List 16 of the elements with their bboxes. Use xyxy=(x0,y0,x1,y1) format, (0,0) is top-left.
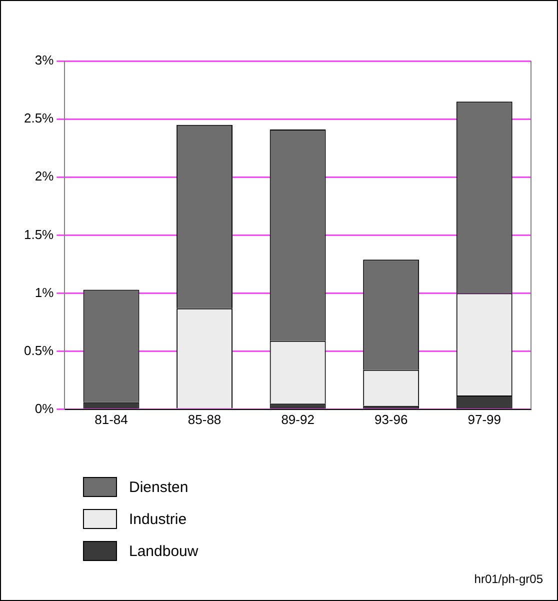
x-tick-label: 97-99 xyxy=(468,412,501,427)
text: hr01/ph-gr05 xyxy=(474,572,543,586)
legend-label: Landbouw xyxy=(129,542,198,560)
y-tick-label: 2.5% xyxy=(24,110,54,126)
legend-label: Diensten xyxy=(129,478,188,496)
y-tick-label: 3% xyxy=(34,52,54,68)
y-tick-label: 2% xyxy=(34,168,54,184)
x-tick-label: 93-96 xyxy=(374,412,408,427)
y-tick-label: 0% xyxy=(34,400,54,416)
y-tick-label: 1% xyxy=(34,284,54,300)
legend-label: Industrie xyxy=(129,510,187,528)
x-tick-label: 85-88 xyxy=(188,412,222,427)
y-tick-label: 1.5% xyxy=(24,226,54,242)
y-tick-label: 0.5% xyxy=(24,342,54,358)
x-tick-label: 81-84 xyxy=(94,412,128,427)
x-tick-label: 89-92 xyxy=(281,412,314,427)
